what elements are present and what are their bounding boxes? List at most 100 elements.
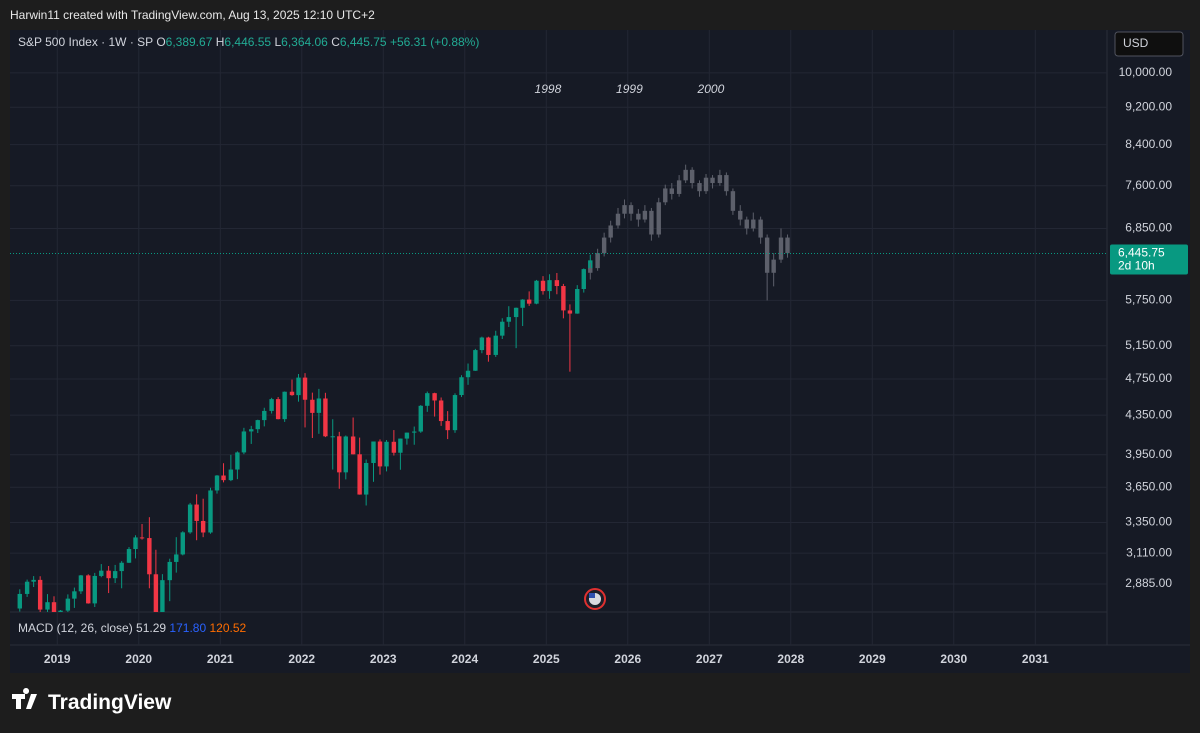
candle-body xyxy=(418,405,423,432)
currency-button[interactable] xyxy=(1114,31,1184,57)
h-label: H xyxy=(215,35,225,49)
y-tick-label: 5,750.00 xyxy=(1125,293,1172,307)
candle-body xyxy=(412,431,417,433)
candle-body xyxy=(17,593,22,609)
candle-body xyxy=(269,399,274,411)
candle-body xyxy=(703,177,709,192)
candle-body xyxy=(785,237,790,254)
last-price-box xyxy=(1110,244,1188,275)
candle-body xyxy=(778,237,784,260)
x-tick-label: 2025 xyxy=(533,652,560,666)
candle-body xyxy=(575,289,580,314)
candle-body xyxy=(194,504,199,521)
candle-body xyxy=(323,398,328,437)
indicator-name: MACD (12, 26, close) xyxy=(18,621,133,635)
candle-body xyxy=(310,399,315,413)
candle-body xyxy=(228,469,234,481)
candle-body xyxy=(139,537,145,539)
y-tick-label: 6,850.00 xyxy=(1125,221,1172,235)
candle-body xyxy=(221,475,226,481)
candle-body xyxy=(636,213,641,220)
candle-body xyxy=(526,299,532,304)
candle-body xyxy=(771,259,776,273)
c-label: C xyxy=(331,35,340,49)
candle-body xyxy=(744,219,749,229)
y-tick-label: 4,750.00 xyxy=(1125,371,1172,385)
candle-body xyxy=(601,237,607,254)
y-tick-label: 3,110.00 xyxy=(1126,545,1172,559)
candle-body xyxy=(337,436,342,473)
y-tick-label: 9,200.00 xyxy=(1125,99,1172,113)
annotation: 1999 xyxy=(616,82,643,96)
candle-body xyxy=(106,570,111,579)
x-tick-label: 2031 xyxy=(1022,652,1049,666)
candle-body xyxy=(208,490,213,533)
candle-body xyxy=(200,520,206,533)
candle-body xyxy=(425,393,430,406)
candle-body xyxy=(588,268,593,273)
y-tick-label: 4,350.00 xyxy=(1125,407,1172,421)
logo xyxy=(12,688,37,709)
candle-body xyxy=(717,175,723,184)
y-tick-label: 10,000.00 xyxy=(1119,65,1173,79)
candle-body xyxy=(615,213,621,226)
hist-value: 120.52 xyxy=(209,621,247,635)
candle-body xyxy=(432,393,437,401)
candle-body xyxy=(289,391,295,396)
candle-body xyxy=(689,169,695,184)
x-tick-label: 2030 xyxy=(940,652,967,666)
candle-body xyxy=(608,225,613,238)
candle-body xyxy=(241,431,247,453)
candle-body xyxy=(751,219,756,229)
candle-body xyxy=(99,570,104,576)
candle-body xyxy=(669,188,674,194)
candle-body xyxy=(398,438,403,453)
l-label: L xyxy=(274,35,282,49)
candle-body xyxy=(316,398,322,413)
candle-body xyxy=(255,420,260,430)
countdown: 2d 10h xyxy=(1118,259,1155,273)
candle-body xyxy=(249,429,254,432)
candle-body xyxy=(581,269,586,290)
grid xyxy=(10,30,1107,645)
candle-body xyxy=(92,575,97,604)
candle-body xyxy=(404,432,410,439)
candle-body xyxy=(282,391,287,420)
x-tick-label: 2029 xyxy=(859,652,886,666)
candle-body xyxy=(180,532,185,555)
candle-body xyxy=(486,337,491,355)
candle-body xyxy=(330,436,335,438)
currency: USD xyxy=(1123,36,1149,50)
candle-body xyxy=(72,591,77,599)
event-flag-canton xyxy=(589,593,595,598)
open-value: 6,389.67 xyxy=(165,35,213,49)
last-price-label: 6,445.75 xyxy=(1118,246,1165,260)
candle-body xyxy=(513,307,519,318)
low-value: 6,364.06 xyxy=(281,35,328,49)
candle-body xyxy=(540,280,546,292)
brand: TradingView xyxy=(48,691,172,714)
candle-body xyxy=(459,377,464,396)
x-tick-label: 2028 xyxy=(777,652,804,666)
candle-body xyxy=(561,286,566,311)
candle-body xyxy=(160,580,165,612)
candle-body xyxy=(187,504,193,533)
annotation: 1998 xyxy=(535,82,562,96)
candle-body xyxy=(656,202,661,235)
candle-body xyxy=(174,554,179,562)
candle-body xyxy=(554,280,560,287)
x-tick-label: 2026 xyxy=(614,652,641,666)
candle-body xyxy=(153,574,159,612)
candle-body xyxy=(126,549,132,563)
candle-body xyxy=(235,452,240,470)
candle-body xyxy=(493,335,498,355)
candle-body xyxy=(622,205,627,214)
candle-body xyxy=(534,280,539,304)
x-tick-label: 2023 xyxy=(370,652,397,666)
signal-value: 171.80 xyxy=(169,621,207,635)
change: +56.31 (+0.88%) xyxy=(389,35,480,49)
candle-body xyxy=(58,610,63,612)
candle-body xyxy=(37,579,43,610)
y-tick-label: 3,350.00 xyxy=(1125,515,1172,529)
candle-body xyxy=(45,602,50,610)
